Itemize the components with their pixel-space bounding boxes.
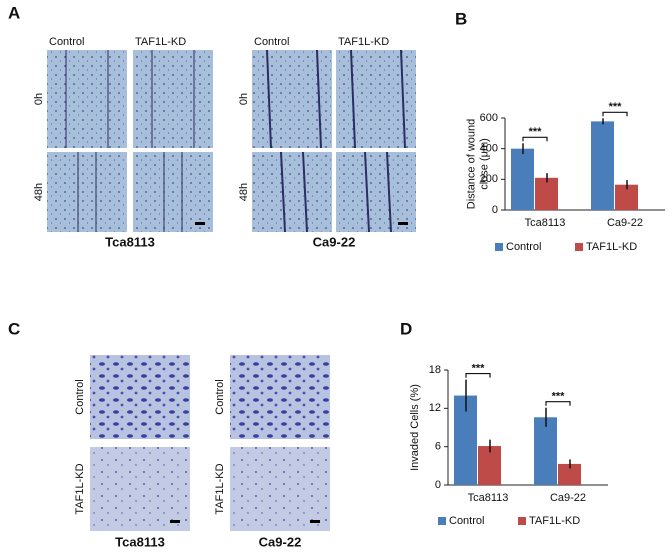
row-label: Control — [74, 379, 86, 414]
y-tick-label: 0 — [492, 204, 498, 216]
wound-edge — [386, 151, 392, 233]
group-label: Ca9-22 — [259, 534, 302, 549]
bar — [615, 184, 638, 210]
wound-edge — [400, 49, 406, 149]
row-label: TAF1L-KD — [214, 463, 226, 514]
wound-edge — [302, 151, 308, 233]
scale-bar — [310, 520, 320, 523]
y-axis-label: Invaded Cells (%) — [409, 384, 421, 471]
y-tick-label: 18 — [429, 364, 441, 376]
panel-letter: D — [400, 319, 412, 338]
micrograph — [133, 152, 213, 232]
scale-bar — [398, 222, 408, 225]
bar — [511, 148, 534, 210]
row-label: 48h — [238, 183, 250, 201]
micrograph — [47, 152, 127, 232]
group-label: Ca9-22 — [313, 234, 356, 249]
legend-label: Control — [449, 515, 484, 527]
panel-letter: A — [8, 3, 20, 22]
group-label: Tca8113 — [115, 534, 165, 549]
y-tick-label: 600 — [480, 112, 498, 124]
x-tick-label: Tca8113 — [525, 217, 566, 229]
significance: *** — [609, 101, 623, 113]
significance-bracket — [522, 136, 548, 142]
y-tick-label: 6 — [435, 441, 441, 453]
y-axis-label: close (μm) — [478, 138, 490, 190]
row-label: TAF1L-KD — [74, 463, 86, 514]
group-label: Tca8113 — [105, 234, 155, 249]
y-tick-label: 12 — [429, 402, 441, 414]
legend-label: TAF1L-KD — [586, 241, 637, 253]
legend-swatch — [495, 243, 503, 251]
y-axis-label: Distance of wound — [465, 119, 477, 210]
legend-label: Control — [506, 241, 541, 253]
wound-edge — [280, 151, 286, 233]
micrograph — [252, 152, 332, 232]
column-label: Control — [49, 36, 84, 48]
micrograph — [90, 355, 190, 439]
wound-edge — [364, 151, 370, 233]
significance: *** — [552, 391, 566, 403]
significance-bracket — [465, 372, 491, 378]
y-tick-label: 200 — [480, 173, 498, 185]
significance-bracket — [545, 401, 571, 406]
y-tick-label: 0 — [435, 479, 441, 491]
wound-edge — [266, 49, 272, 149]
x-tick-label: Ca9-22 — [550, 492, 586, 504]
x-tick-label: Tca8113 — [468, 492, 509, 504]
panel-letter: B — [455, 9, 467, 28]
micrograph — [90, 447, 190, 531]
bar — [454, 395, 477, 485]
micrograph — [133, 50, 213, 148]
row-label: 0h — [238, 93, 250, 105]
panel-letter: C — [8, 319, 20, 338]
micrograph — [47, 50, 127, 148]
significance: *** — [472, 362, 486, 374]
bar — [535, 177, 558, 210]
bar — [534, 417, 557, 485]
legend-swatch — [518, 517, 526, 525]
legend-label: TAF1L-KD — [529, 515, 580, 527]
significance-bracket — [602, 111, 628, 117]
wound-edge — [316, 49, 322, 149]
micrograph — [230, 447, 330, 531]
row-label: Control — [214, 379, 226, 414]
legend-swatch — [438, 517, 446, 525]
wound-edge — [350, 49, 356, 149]
scale-bar — [195, 222, 205, 225]
legend-swatch — [575, 243, 583, 251]
micrograph — [230, 355, 330, 439]
column-label: TAF1L-KD — [338, 36, 389, 48]
y-tick-label: 400 — [480, 143, 498, 155]
x-tick-label: Ca9-22 — [607, 217, 643, 229]
bar — [558, 463, 581, 485]
bar — [478, 446, 501, 485]
column-label: Control — [254, 36, 289, 48]
bar — [591, 121, 614, 210]
column-label: TAF1L-KD — [135, 36, 186, 48]
scale-bar — [170, 520, 180, 523]
row-label: 48h — [33, 183, 45, 201]
significance: *** — [529, 126, 543, 138]
micrograph — [336, 152, 416, 232]
row-label: 0h — [33, 93, 45, 105]
